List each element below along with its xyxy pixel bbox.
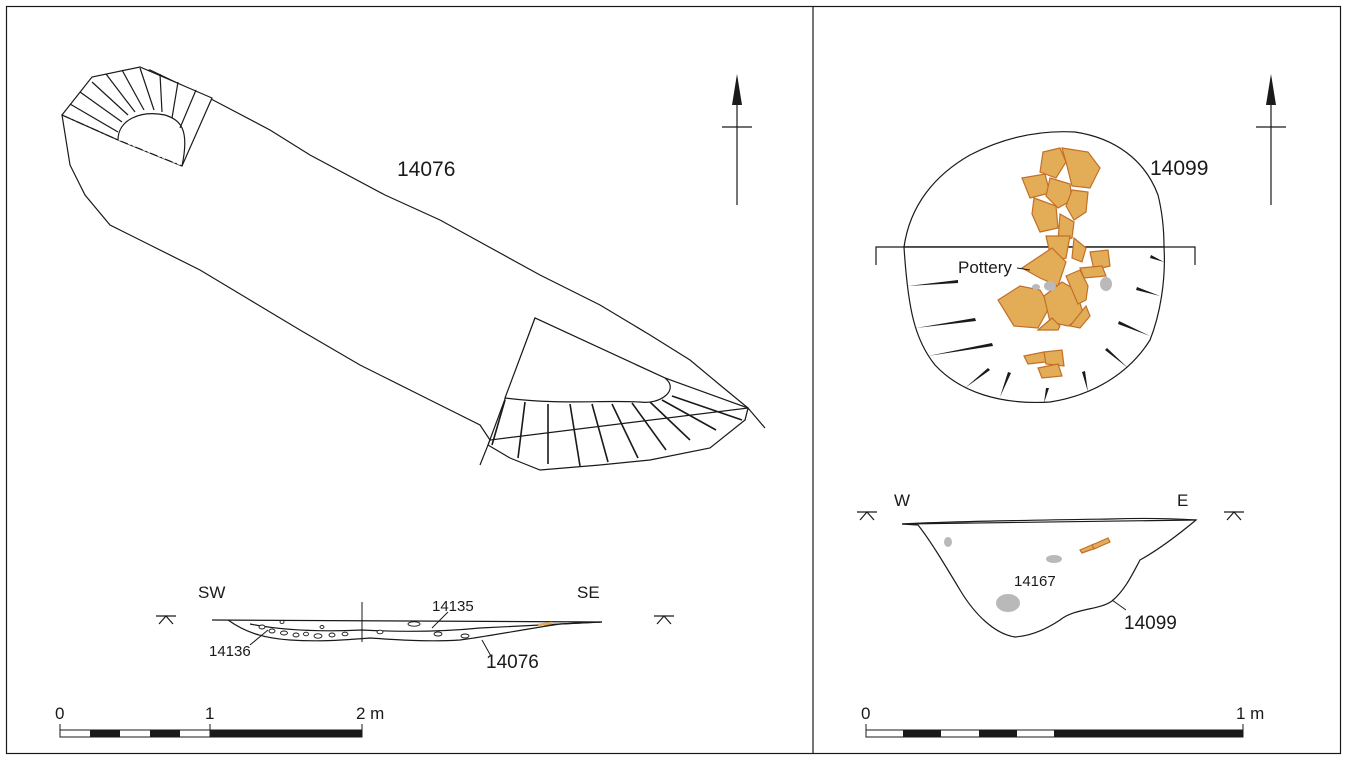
plan-14076-se-hachures: [491, 395, 743, 467]
section-label-14136: 14136: [209, 643, 251, 660]
scale-bar-left: 0 1 2 m: [55, 704, 384, 738]
plan-14099-unexcavated: [903, 131, 1165, 248]
scale-tick-left-0: 0: [55, 704, 64, 723]
pottery-sherds: [997, 147, 1111, 379]
section-orange-fleck: [537, 621, 553, 627]
pottery-leader: [1016, 267, 1031, 271]
datum-marker-icon: [156, 615, 176, 625]
section-stones: [258, 619, 470, 639]
section-orientation-right: E: [1177, 491, 1188, 510]
section-14099: W E 14167 14099: [857, 491, 1244, 638]
leader-14076: [481, 639, 493, 659]
leader-14135: [431, 611, 449, 629]
datum-marker-icon: [857, 511, 877, 521]
section-label-14167: 14167: [1014, 573, 1056, 590]
leader-14099: [1111, 599, 1127, 611]
north-arrow-icon: [1256, 74, 1286, 205]
plan-14099-label: 14099: [1150, 157, 1208, 180]
scale-tick-right-1: 1 m: [1236, 704, 1264, 723]
plan-14099: Pottery 14099: [875, 131, 1208, 404]
section-orientation-left: SW: [198, 583, 225, 602]
plan-14076-nw-hachure-inner: [117, 113, 186, 167]
datum-marker-icon: [654, 615, 674, 625]
section-label-14135: 14135: [432, 598, 474, 615]
plan-14076: 14076: [61, 66, 766, 471]
north-arrow-icon: [722, 74, 752, 205]
scale-bar-right: 0 1 m: [861, 704, 1264, 738]
left-panel: 14076 SW SE: [55, 66, 766, 738]
section-label-14076: 14076: [486, 652, 539, 673]
plan-14076-label: 14076: [397, 158, 455, 181]
section-ground-line: [901, 519, 1197, 525]
plan-14076-se-inner: [504, 317, 671, 403]
plan-14099-hachures: [908, 255, 1164, 403]
right-panel: Pottery 14099 W E: [857, 74, 1286, 738]
section-profile-14099: [901, 517, 1198, 638]
section-14099-sherds: [1079, 537, 1111, 554]
plan-14076-nw-hachures: [69, 67, 197, 133]
section-profile-14076: [227, 619, 603, 642]
figure-frame: [5, 5, 1342, 755]
scale-tick-left-2: 2 m: [356, 704, 384, 723]
datum-marker-icon: [1224, 511, 1244, 521]
section-orientation-right: SE: [577, 583, 600, 602]
scale-tick-right-0: 0: [861, 704, 870, 723]
section-14076: SW SE: [156, 583, 674, 673]
plan-14099-stones: [1032, 277, 1112, 291]
plan-14076-section-line: [479, 407, 766, 466]
section-14099-stones: [944, 537, 1062, 612]
pottery-label: Pottery: [958, 258, 1012, 277]
section-orientation-left: W: [894, 491, 910, 510]
plan-14076-nw-dashed-edge: [61, 114, 183, 167]
plan-14099-section-line: [875, 246, 1196, 265]
section-label-14099: 14099: [1124, 613, 1177, 634]
leader-14136: [249, 629, 269, 646]
section-ground-line: [211, 619, 603, 623]
scale-tick-left-1: 1: [205, 704, 214, 723]
